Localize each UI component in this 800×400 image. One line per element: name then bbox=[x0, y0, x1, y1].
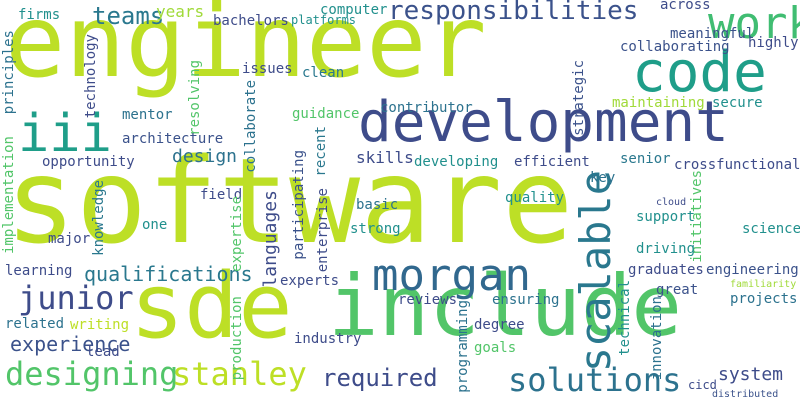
word-across: across bbox=[660, 0, 711, 13]
word-quality: quality bbox=[505, 190, 565, 206]
word-one: one bbox=[142, 217, 168, 233]
word-technology: technology bbox=[83, 34, 99, 119]
word-principles: principles bbox=[1, 30, 17, 115]
word-collaborating: collaborating bbox=[620, 39, 730, 55]
word-expertise: expertise bbox=[229, 196, 245, 272]
word-strong: strong bbox=[350, 221, 401, 237]
word-languages: languages bbox=[260, 190, 281, 288]
word-sde: sde bbox=[130, 254, 293, 359]
word-meaningful: meaningful bbox=[670, 26, 755, 42]
word-major: major bbox=[48, 231, 91, 247]
word-mentor: mentor bbox=[122, 107, 173, 123]
word-iii: iii bbox=[18, 104, 112, 164]
word-teams: teams bbox=[92, 2, 165, 30]
word-qualifications: qualifications bbox=[84, 262, 253, 286]
word-resolving: resolving bbox=[187, 60, 203, 136]
word-recent: recent bbox=[313, 126, 329, 177]
word-projects: projects bbox=[730, 291, 798, 307]
word-key: key bbox=[590, 170, 616, 186]
word-design: design bbox=[172, 146, 238, 167]
word-strategic: strategic bbox=[571, 60, 587, 136]
word-secure: secure bbox=[712, 95, 763, 111]
word-ensuring: ensuring bbox=[492, 292, 560, 308]
word-designing: designing bbox=[5, 355, 179, 393]
word-bachelors: bachelors bbox=[213, 13, 289, 29]
word-clean: clean bbox=[302, 65, 345, 81]
word-knowledge: knowledge bbox=[91, 180, 107, 256]
word-crossfunctional: crossfunctional bbox=[674, 157, 800, 173]
word-reviews: reviews bbox=[398, 292, 458, 308]
word-industry: industry bbox=[294, 331, 362, 347]
word-basic: basic bbox=[356, 197, 399, 213]
word-opportunity: opportunity bbox=[42, 154, 135, 170]
word-lead: lead bbox=[86, 344, 120, 360]
word-engineering: engineering bbox=[706, 262, 799, 278]
word-efficient: efficient bbox=[514, 154, 590, 170]
word-computer: computer bbox=[320, 2, 388, 18]
word-experts: experts bbox=[280, 273, 340, 289]
word-related: related bbox=[5, 316, 65, 332]
word-graduates: graduates bbox=[628, 262, 704, 278]
word-field: field bbox=[200, 187, 243, 203]
word-writing: writing bbox=[70, 317, 130, 333]
word-years: years bbox=[156, 2, 205, 21]
word-software: software bbox=[5, 132, 574, 270]
word-support: support bbox=[636, 209, 696, 225]
word-goals: goals bbox=[474, 340, 517, 356]
word-participating: participating bbox=[291, 150, 307, 260]
word-morgan: morgan bbox=[372, 250, 531, 301]
word-cicd: cicd bbox=[688, 378, 717, 392]
word-system: system bbox=[718, 364, 784, 385]
word-experience: experience bbox=[10, 332, 131, 356]
word-senior: senior bbox=[620, 151, 671, 167]
word-code: code bbox=[632, 40, 767, 105]
word-production: production bbox=[229, 296, 245, 381]
word-innovation: innovation bbox=[649, 296, 665, 381]
word-programming: programming bbox=[455, 300, 471, 393]
word-include: include bbox=[328, 257, 683, 355]
word-platforms: platforms bbox=[291, 13, 357, 27]
word-contributor: contributor bbox=[380, 100, 473, 116]
word-great: great bbox=[656, 282, 699, 298]
word-collaborate: collaborate bbox=[243, 80, 259, 173]
word-maintaining: maintaining bbox=[612, 95, 705, 111]
word-technical: technical bbox=[617, 280, 633, 356]
word-firms: firms bbox=[18, 7, 61, 23]
word-learning: learning bbox=[5, 263, 73, 279]
word-guidance: guidance bbox=[292, 106, 360, 122]
word-stanley: stanley bbox=[172, 355, 307, 393]
word-skills: skills bbox=[356, 148, 414, 167]
word-work: work bbox=[708, 0, 800, 49]
word-distributed: distributed bbox=[712, 389, 779, 400]
word-familiarity: familiarity bbox=[730, 279, 797, 290]
word-architecture: architecture bbox=[122, 131, 224, 147]
word-developing: developing bbox=[414, 154, 499, 170]
word-highly: highly bbox=[748, 35, 799, 51]
word-enterprise: enterprise bbox=[315, 188, 331, 273]
word-junior: junior bbox=[18, 279, 134, 317]
word-cloud: cloud bbox=[656, 197, 687, 208]
word-required: required bbox=[322, 364, 438, 392]
word-implementation: implementation bbox=[1, 136, 17, 255]
word-engineer: engineer bbox=[5, 0, 487, 100]
word-solutions: solutions bbox=[508, 361, 682, 399]
word-issues: issues bbox=[242, 61, 293, 77]
word-degree: degree bbox=[474, 317, 525, 333]
word-scalable: scalable bbox=[571, 170, 620, 373]
word-responsibilities: responsibilities bbox=[388, 0, 639, 26]
word-development: development bbox=[358, 90, 729, 155]
word-science: science bbox=[742, 221, 800, 237]
word-driving: driving bbox=[636, 241, 696, 257]
